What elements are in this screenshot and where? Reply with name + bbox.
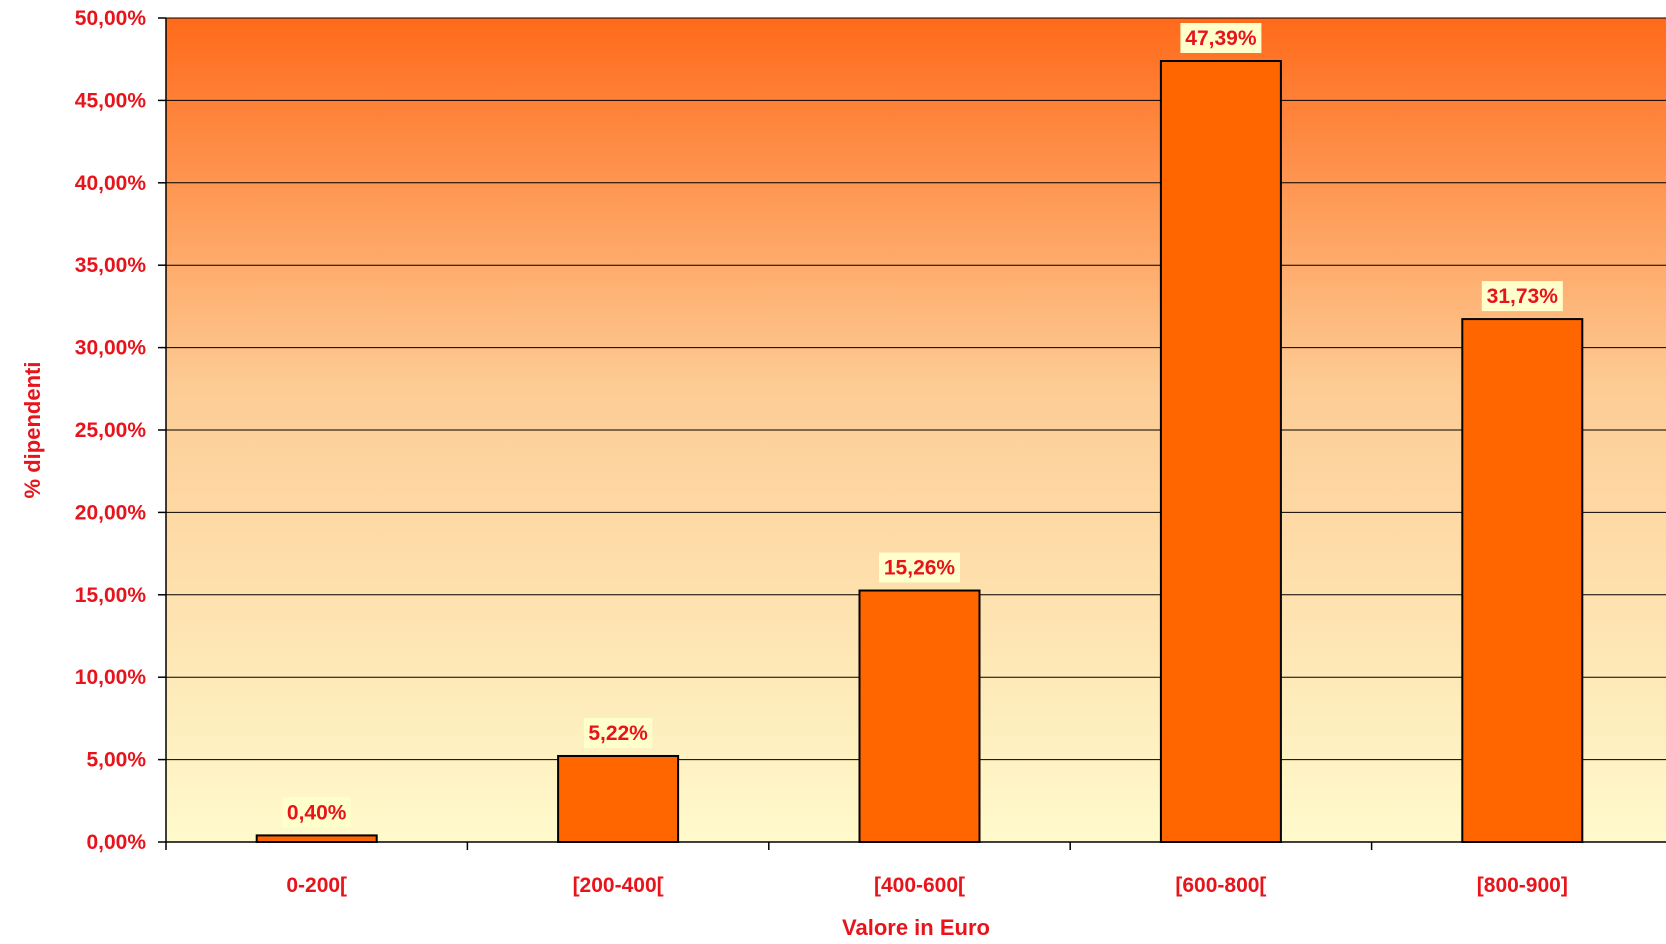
bar [255, 834, 378, 844]
bars [255, 60, 1584, 844]
data-label: 15,26% [884, 557, 956, 580]
data-label: 47,39% [1185, 27, 1257, 50]
bar [1159, 60, 1282, 843]
axes [158, 17, 1666, 850]
y-tick-label: 40,00% [75, 172, 147, 195]
bar [557, 754, 680, 844]
y-tick-label: 50,00% [75, 7, 147, 30]
data-label: 0,40% [287, 801, 347, 824]
data-label-background [583, 717, 653, 748]
x-tick-label: [600-800[ [1175, 874, 1266, 897]
x-tick-label: [200-400[ [573, 874, 664, 897]
y-tick-label: 20,00% [75, 501, 147, 524]
y-tick-label: 35,00% [75, 254, 147, 277]
data-label: 31,73% [1487, 285, 1559, 308]
bar [858, 589, 981, 843]
y-tick-label: 0,00% [86, 831, 146, 854]
y-tick-label: 25,00% [75, 419, 147, 442]
data-labels: 0,40% 5,22% 15,26% 47,39% 31,73% [282, 23, 1563, 828]
bar [1461, 318, 1584, 843]
data-label-background [282, 797, 351, 828]
y-tick-label: 45,00% [75, 89, 147, 112]
x-tick-labels: 0-200[ [200-400[ [400-600[ [600-800[ [800-90… [286, 874, 1567, 897]
data-label: 5,22% [588, 722, 648, 745]
y-tick-label: 15,00% [75, 584, 147, 607]
data-label-background [1481, 281, 1563, 312]
y-tick-label: 10,00% [75, 666, 147, 689]
x-tick-label: [800-900] [1477, 874, 1568, 897]
y-tick-label: 30,00% [75, 337, 147, 360]
data-label-background [1180, 23, 1262, 54]
data-label-background [879, 552, 960, 583]
x-tick-label: 0-200[ [286, 874, 347, 897]
y-axis-title: % dipendenti [20, 362, 45, 499]
y-tick-labels: 0,00% 5,00% 10,00% 15,00% 20,00% 25,00% 30,00%… [75, 7, 147, 854]
x-tick-label: [400-600[ [874, 874, 965, 897]
y-tick-label: 5,00% [86, 749, 146, 772]
x-axis-title: Valore in Euro [842, 915, 990, 940]
